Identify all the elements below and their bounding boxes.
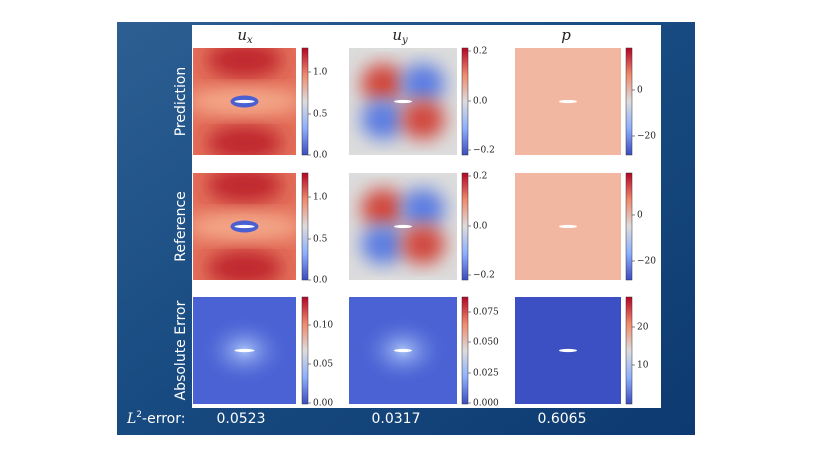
- colorbar: [461, 47, 469, 156]
- colorbar-tick-label: 1.0: [313, 68, 328, 78]
- lobe: [361, 188, 405, 229]
- colorbar-tick-label: 20: [637, 323, 649, 333]
- error-value: 0.0523: [217, 411, 266, 427]
- colorbar-tick-label: 0: [637, 211, 643, 221]
- title-base: u: [392, 26, 402, 44]
- row-label: Absolute Error: [173, 300, 189, 400]
- colorbar: [625, 47, 633, 156]
- error-power: 2: [136, 410, 142, 420]
- heatmap: [193, 173, 296, 280]
- colorbar: [625, 172, 633, 281]
- lobe: [206, 125, 283, 155]
- lobe: [401, 99, 445, 140]
- airfoil: [234, 99, 255, 104]
- colorbar-tick-label: 0.0: [313, 276, 328, 286]
- colorbar-tick-label: 0.5: [313, 235, 328, 245]
- airfoil: [394, 348, 412, 353]
- heatmap-fill: [515, 48, 621, 155]
- heatmap-fill: [349, 48, 457, 155]
- colorbar-tick-label: 0.0: [473, 97, 488, 107]
- airfoil: [234, 224, 255, 229]
- lobe: [401, 63, 445, 104]
- heatmap-fill: [193, 297, 296, 404]
- lobe: [206, 250, 283, 280]
- colorbar: [625, 296, 633, 405]
- heatmap: [349, 48, 457, 155]
- colorbar-tick-label: 0.2: [473, 47, 487, 57]
- colorbar-tick-label: 0.5: [313, 110, 328, 120]
- airfoil: [559, 348, 577, 353]
- heatmap: [349, 173, 457, 280]
- error-label: L2-error:: [126, 410, 185, 428]
- colorbar: [301, 47, 309, 156]
- heatmap: [515, 297, 621, 404]
- title-sub: y: [401, 35, 408, 46]
- error-text: -error:: [142, 411, 185, 427]
- colorbar: [301, 172, 309, 281]
- lobe: [401, 224, 445, 265]
- airfoil: [394, 224, 412, 229]
- heatmap: [515, 173, 621, 280]
- heatmap: [193, 48, 296, 155]
- colorbar-tick-label: −20: [637, 257, 656, 267]
- error-value: 0.0317: [372, 411, 421, 427]
- error-symbol: L: [126, 411, 136, 427]
- colorbar-tick-label: 0.00: [313, 399, 333, 409]
- error-value: 0.6065: [538, 411, 587, 427]
- lobe: [206, 173, 283, 203]
- colorbar-tick-label: 0.10: [313, 321, 333, 331]
- airfoil: [559, 99, 577, 104]
- heatmap-fill: [349, 173, 457, 280]
- title-base: p: [561, 26, 571, 44]
- airfoil: [234, 348, 255, 353]
- title-base: u: [237, 26, 247, 44]
- colorbar-tick-label: 0.2: [473, 172, 487, 182]
- title-sub: x: [247, 35, 253, 46]
- colorbar: [301, 296, 309, 405]
- colorbar-tick-label: −0.2: [473, 146, 495, 156]
- row-label: Prediction: [173, 67, 189, 137]
- airfoil: [559, 224, 577, 229]
- column-title: p: [561, 26, 571, 44]
- colorbar-tick-label: −20: [637, 132, 656, 142]
- lobe: [361, 99, 405, 140]
- colorbar-tick-label: 0: [637, 86, 643, 96]
- heatmap-fill: [515, 297, 621, 404]
- lobe: [401, 188, 445, 229]
- heatmap: [193, 297, 296, 404]
- heatmap-fill: [349, 297, 457, 404]
- column-title: ux: [237, 26, 253, 46]
- lobe: [361, 63, 405, 104]
- airfoil: [394, 99, 412, 104]
- colorbar-tick-label: 0.025: [473, 369, 499, 379]
- colorbar-tick-label: −0.2: [473, 271, 495, 281]
- row-label: Reference: [173, 191, 189, 262]
- colorbar-tick-label: 1.0: [313, 193, 328, 203]
- heatmap: [349, 297, 457, 404]
- colorbar: [461, 172, 469, 281]
- heatmap-fill: [193, 48, 296, 155]
- colorbar-tick-label: 0.050: [473, 338, 499, 348]
- lobe: [361, 224, 405, 265]
- lobe: [206, 48, 283, 78]
- colorbar: [461, 296, 469, 405]
- colorbar-tick-label: 0.075: [473, 308, 499, 318]
- colorbar-tick-label: 10: [637, 361, 649, 371]
- colorbar-tick-label: 0.05: [313, 360, 333, 370]
- colorbar-tick-label: 0.0: [473, 222, 488, 232]
- heatmap-fill: [515, 173, 621, 280]
- column-title: uy: [392, 26, 408, 46]
- colorbar-tick-label: 0.000: [473, 399, 499, 409]
- heatmap-fill: [193, 173, 296, 280]
- colorbar-tick-label: 0.0: [313, 151, 328, 161]
- heatmap: [515, 48, 621, 155]
